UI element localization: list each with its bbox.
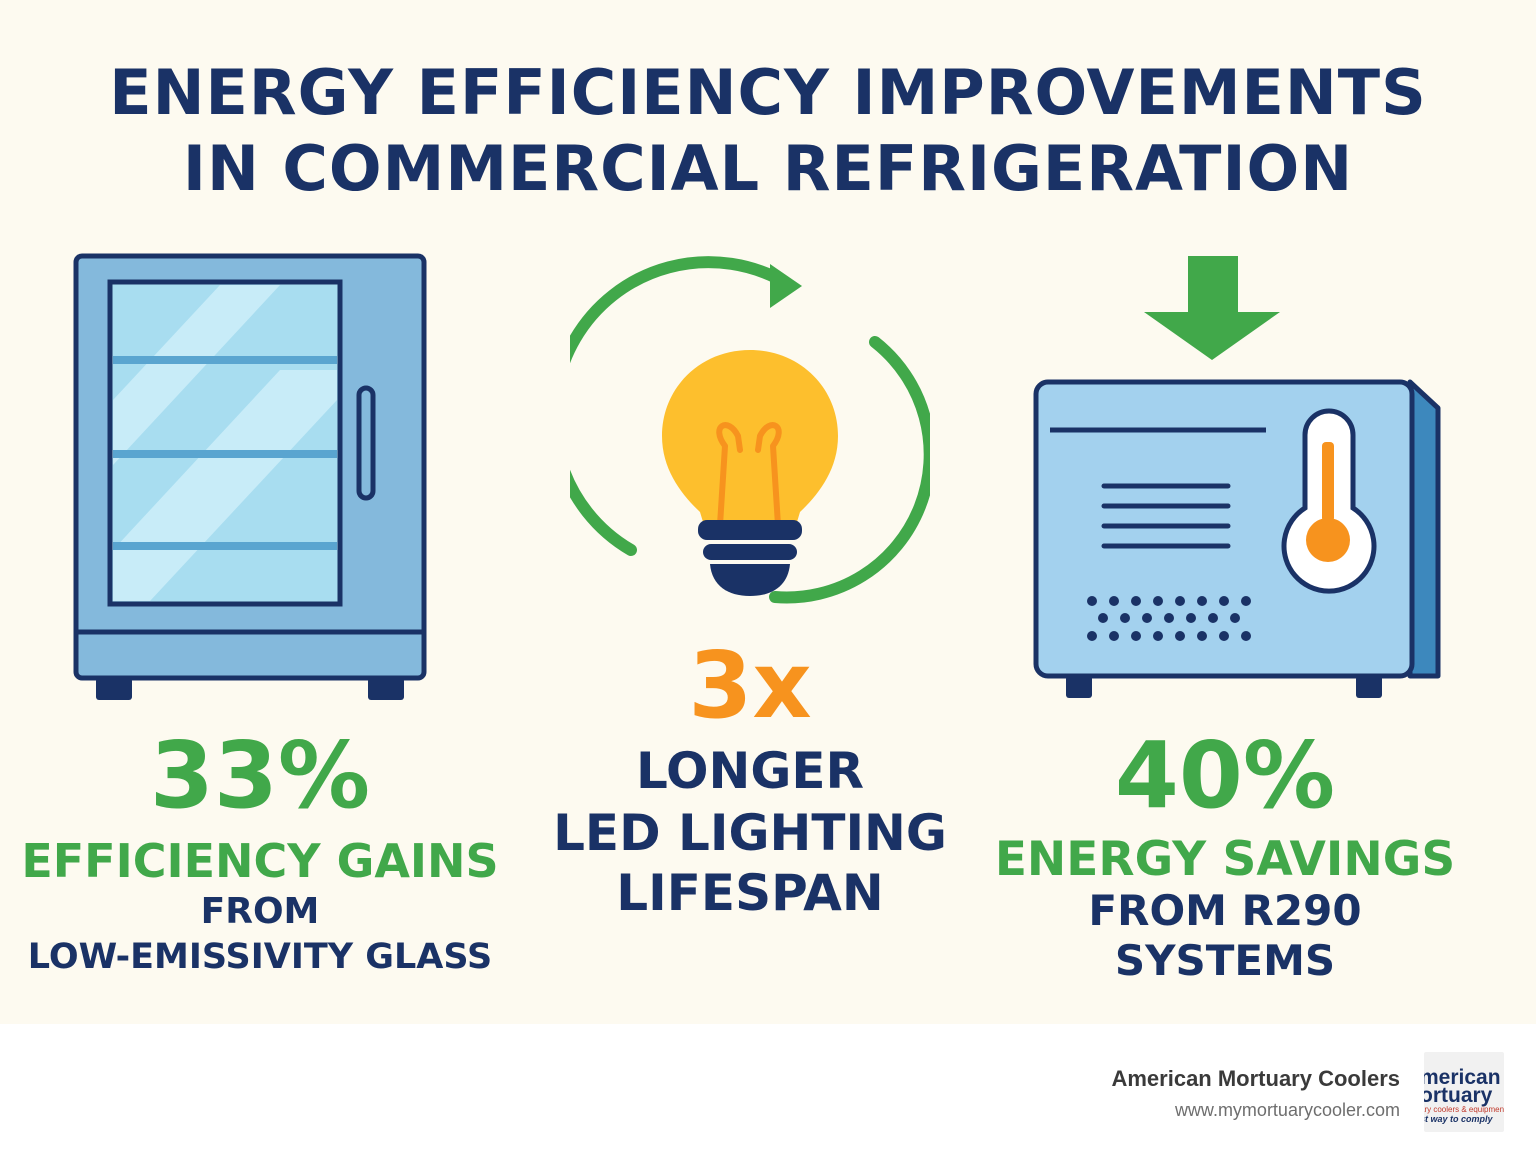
light-bulb-cycle-icon xyxy=(570,256,930,604)
company-logo: merican ortuary ary coolers & equipment … xyxy=(1424,1052,1504,1132)
stat-efficiency-sub2: LOW-EMISSIVITY GLASS xyxy=(27,937,493,977)
stat-savings-sub2: SYSTEMS xyxy=(1114,936,1336,985)
footer-bar xyxy=(0,1024,1536,1154)
stat-led-value: 3x xyxy=(688,632,812,739)
stat-efficiency-headline: EFFICIENCY GAINS xyxy=(21,834,499,888)
logo-text-line-3: ary coolers & equipment xyxy=(1424,1105,1504,1114)
brand-company-name: American Mortuary Coolers xyxy=(1111,1066,1400,1091)
stat-efficiency-value: 33% xyxy=(149,722,371,829)
stat-savings-value: 40% xyxy=(1114,722,1336,829)
stat-savings-sub1: FROM R290 xyxy=(1088,886,1362,935)
stat-led-sub2: LIFESPAN xyxy=(616,864,884,922)
title-line-2: IN COMMERCIAL REFRIGERATION xyxy=(182,132,1354,205)
glass-door-fridge-icon xyxy=(73,253,427,700)
stat-led-headline: LONGER xyxy=(635,742,865,800)
logo-text-line-1: merican xyxy=(1424,1066,1501,1089)
stat-led-sub1: LED LIGHTING xyxy=(553,804,947,862)
infographic-canvas: ENERGY EFFICIENCY IMPROVEMENTS IN COMMER… xyxy=(0,0,1536,1024)
logo-text-line-4: st way to comply xyxy=(1424,1114,1493,1124)
brand-website-url: www.mymortuarycooler.com xyxy=(1174,1100,1400,1120)
stat-efficiency-sub1: FROM xyxy=(200,891,320,932)
stat-savings-headline: ENERGY SAVINGS xyxy=(994,832,1456,887)
title-line-1: ENERGY EFFICIENCY IMPROVEMENTS xyxy=(109,56,1427,129)
brand-block: American Mortuary Coolers www.mymortuary… xyxy=(1111,1066,1400,1121)
refrigeration-unit-icon xyxy=(1033,256,1441,698)
logo-text-line-2: ortuary xyxy=(1424,1084,1493,1107)
